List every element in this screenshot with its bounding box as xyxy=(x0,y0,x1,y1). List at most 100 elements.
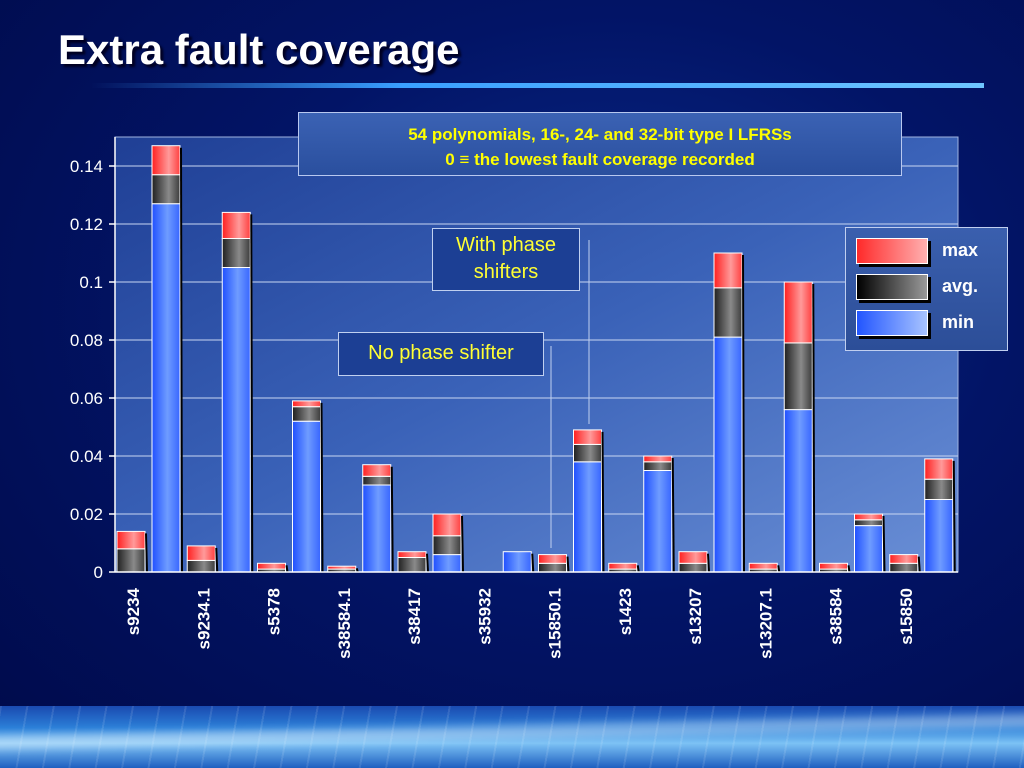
legend-swatch-max xyxy=(856,238,928,264)
footer-decoration xyxy=(0,706,1024,768)
bar-shadow xyxy=(777,565,781,573)
bar-shadow xyxy=(882,515,886,573)
bar-min-with-ps-s38584 xyxy=(854,525,883,573)
bar-avg-with-ps-s38417 xyxy=(432,535,462,556)
chart-legend: max avg. min xyxy=(845,227,1008,351)
bar-max-no-ps-s38584.1 xyxy=(327,565,357,570)
bar-shadow xyxy=(742,254,745,573)
bar-min-with-ps-s5378 xyxy=(292,420,321,573)
bar-avg-with-ps-s9234 xyxy=(151,174,181,205)
bar-avg-no-ps-s13207 xyxy=(678,562,708,573)
y-tick-label: 0.06 xyxy=(70,389,103,408)
y-tick-label: 0.08 xyxy=(70,331,103,350)
bar-shadow xyxy=(531,553,535,573)
bar-min-with-ps-s15850 xyxy=(924,499,954,573)
bar-shadow xyxy=(707,553,710,573)
bar-shadow xyxy=(250,214,254,573)
bar-max-no-ps-s9234 xyxy=(116,530,146,550)
bar-shadow xyxy=(917,556,921,573)
bar-max-no-ps-s13207 xyxy=(678,551,708,564)
y-tick-label: 0.12 xyxy=(70,215,103,234)
bar-min-with-ps-s38417 xyxy=(432,554,462,573)
y-axis-ticks: 0 0.02 0.04 0.06 0.08 0.1 0.12 0.14 xyxy=(70,157,115,582)
bar-avg-with-ps-s9234.1 xyxy=(221,238,251,268)
y-tick-label: 0.1 xyxy=(79,273,103,292)
bar-max-with-ps-s38584 xyxy=(854,513,883,521)
bar-max-no-ps-s15850 xyxy=(889,554,919,564)
bar-max-with-ps-s9234 xyxy=(151,145,181,176)
legend-label-avg: avg. xyxy=(942,276,979,296)
bar-max-with-ps-s15850.1 xyxy=(573,429,602,445)
callout-with-phase-shifters: With phase shifters xyxy=(432,228,580,291)
x-tick-label: s9234 xyxy=(124,587,143,635)
note-line-2: 0 ≡ the lowest fault coverage recorded xyxy=(445,150,755,169)
bar-min-with-ps-s13207 xyxy=(713,336,743,573)
bar-shadow xyxy=(671,457,675,573)
callout-no-phase-shifter: No phase shifter xyxy=(338,332,544,376)
bar-avg-no-ps-s9234.1 xyxy=(186,559,216,573)
chart-note: 54 polynomials, 16-, 24- and 32-bit type… xyxy=(298,112,902,176)
x-tick-label: s38584 xyxy=(827,587,846,644)
y-tick-label: 0.14 xyxy=(70,157,103,176)
x-tick-label: s15850 xyxy=(897,588,916,645)
bar-avg-with-ps-s13207 xyxy=(713,287,743,338)
x-tick-label: s5378 xyxy=(265,588,284,635)
x-tick-label: s9234.1 xyxy=(194,588,213,649)
bar-avg-no-ps-s9234 xyxy=(116,548,146,573)
bar-max-with-ps-s38417 xyxy=(432,513,462,537)
bar-max-with-ps-s13207.1 xyxy=(783,281,813,344)
bar-avg-no-ps-s38417 xyxy=(397,557,427,573)
bar-avg-no-ps-s15850 xyxy=(889,562,919,573)
bar-max-no-ps-s13207.1 xyxy=(748,562,778,570)
bar-max-with-ps-s1423 xyxy=(643,455,673,463)
bar-avg-no-ps-s15850.1 xyxy=(538,562,567,573)
bar-shadow xyxy=(847,565,851,573)
note-line-1: 54 polynomials, 16-, 24- and 32-bit type… xyxy=(408,125,792,144)
bar-min-with-ps-s9234.1 xyxy=(221,267,251,573)
bar-shadow xyxy=(461,515,464,573)
legend-label-min: min xyxy=(942,312,975,332)
bar-shadow xyxy=(636,565,640,573)
legend-item-min: min xyxy=(856,310,1006,338)
bar-max-with-ps-s15850 xyxy=(924,458,954,480)
legend-item-max: max xyxy=(856,238,1006,266)
bar-max-no-ps-s15850.1 xyxy=(538,554,567,564)
bar-max-with-ps-s13207 xyxy=(713,252,743,289)
bar-shadow xyxy=(285,565,289,573)
slide-title: Extra fault coverage xyxy=(58,26,460,73)
y-tick-label: 0.04 xyxy=(70,447,103,466)
bar-min-with-ps-s38584.1 xyxy=(362,484,392,573)
bar-max-with-ps-s9234.1 xyxy=(221,211,251,239)
bar-max-no-ps-s1423 xyxy=(608,562,638,570)
bar-avg-with-ps-s5378 xyxy=(292,406,321,422)
bar-chart: 0 0.02 0.04 0.06 0.08 0.1 0.12 0.14 s9234 s9234.… xyxy=(70,136,959,659)
legend-item-avg: avg. xyxy=(856,274,1006,302)
bar-avg-with-ps-s38584 xyxy=(854,519,883,527)
bar-shadow xyxy=(952,460,956,573)
bar-min-with-ps-s1423 xyxy=(643,470,673,573)
x-tick-label: s1423 xyxy=(616,588,635,635)
bar-shadow xyxy=(566,556,570,573)
bar-avg-with-ps-s1423 xyxy=(643,461,673,471)
bar-avg-with-ps-s38584.1 xyxy=(362,475,392,486)
bar-min-with-ps-s9234 xyxy=(151,203,181,573)
bar-min-with-ps-s35932 xyxy=(502,551,532,573)
bar-min-with-ps-s13207.1 xyxy=(783,409,813,573)
bar-avg-with-ps-s15850 xyxy=(924,478,954,501)
bar-shadow xyxy=(320,402,324,573)
x-tick-label: s13207 xyxy=(686,588,705,645)
x-tick-label: s35932 xyxy=(475,588,494,645)
bars xyxy=(116,145,956,573)
bar-max-no-ps-s38417 xyxy=(397,551,427,559)
bar-shadow xyxy=(426,553,429,573)
bar-shadow xyxy=(601,431,605,573)
bar-max-no-ps-s5378 xyxy=(257,562,286,570)
y-tick-label: 0.02 xyxy=(70,505,103,524)
legend-label-max: max xyxy=(942,240,979,260)
bar-shadow xyxy=(215,547,219,573)
legend-swatch-avg xyxy=(856,274,928,300)
bar-max-with-ps-s5378 xyxy=(292,400,321,408)
bar-shadow xyxy=(145,533,148,573)
bar-avg-with-ps-s13207.1 xyxy=(783,342,813,411)
bar-max-with-ps-s38584.1 xyxy=(362,464,392,477)
